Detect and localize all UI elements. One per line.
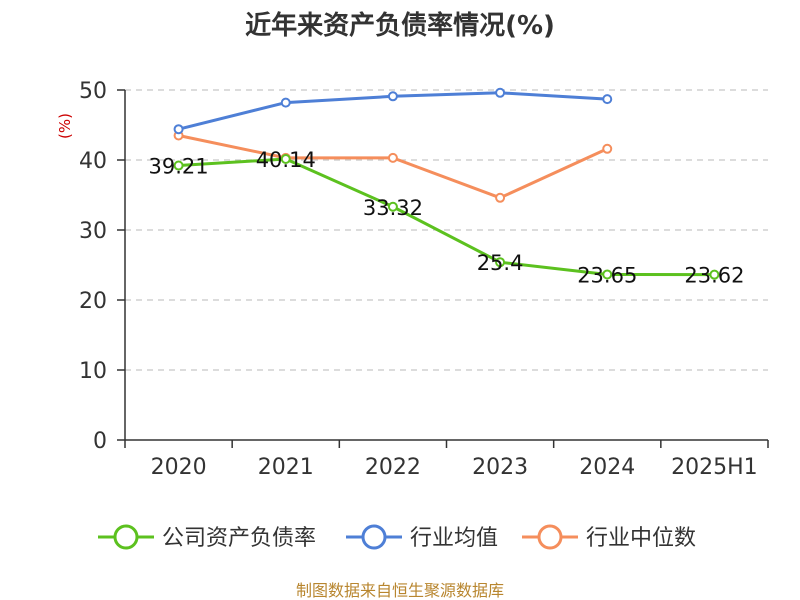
data-labels: 39.21 40.14 33.32 25.4 23.65 23.62 xyxy=(149,148,745,288)
data-point xyxy=(495,257,506,268)
y-tick-label: 0 xyxy=(93,429,107,454)
gridlines xyxy=(125,89,768,371)
data-point xyxy=(173,160,184,171)
series-line xyxy=(178,134,608,200)
y-tick-label: 30 xyxy=(79,219,107,244)
data-point xyxy=(602,269,613,280)
data-point xyxy=(387,152,398,163)
x-tick-label: 2022 xyxy=(365,455,421,480)
data-point xyxy=(280,154,291,165)
data-point xyxy=(387,91,398,102)
legend-item: 行业中位数 xyxy=(522,524,696,551)
y-tick-label: 10 xyxy=(79,359,107,384)
legend-label: 公司资产负债率 xyxy=(162,526,316,551)
data-point xyxy=(602,143,613,154)
series-1 xyxy=(173,87,613,135)
data-label: 40.14 xyxy=(256,148,316,172)
data-point xyxy=(495,192,506,203)
data-point xyxy=(173,124,184,135)
legend: 公司资产负债率 行业均值 行业中位数 xyxy=(98,524,696,551)
y-axis-label: (%) xyxy=(56,113,74,139)
data-point xyxy=(387,201,398,212)
x-tick-label: 2024 xyxy=(579,455,635,480)
data-label: 23.65 xyxy=(577,263,637,287)
data-point xyxy=(602,94,613,105)
series-0 xyxy=(173,154,720,280)
data-label: 23.62 xyxy=(684,264,744,288)
series-line xyxy=(178,157,715,277)
source-note: 制图数据来自恒生聚源数据库 xyxy=(296,581,504,600)
legend-label: 行业均值 xyxy=(410,526,498,551)
data-label: 39.21 xyxy=(149,155,209,179)
data-label: 25.4 xyxy=(477,251,524,275)
x-tick-label: 2023 xyxy=(472,455,528,480)
series-layer xyxy=(173,87,720,280)
x-tick-label: 2020 xyxy=(151,455,207,480)
legend-swatch-marker xyxy=(113,524,139,550)
legend-label: 行业中位数 xyxy=(586,526,696,551)
chart-title: 近年来资产负债率情况(%) xyxy=(245,10,555,41)
legend-swatch-marker xyxy=(361,524,387,550)
y-tick-label: 20 xyxy=(79,289,107,314)
series-2 xyxy=(173,130,613,203)
data-point xyxy=(709,269,720,280)
legend-item: 公司资产负债率 xyxy=(98,524,316,551)
x-tick-label: 2021 xyxy=(258,455,314,480)
x-tick-label: 2025H1 xyxy=(671,455,758,480)
y-tick-label: 40 xyxy=(79,149,107,174)
data-point xyxy=(280,97,291,108)
axes: 0 10 20 30 40 50 2020 2021 2022 2023 2024 2025H1 xyxy=(79,79,769,480)
legend-swatch-marker xyxy=(537,524,563,550)
y-tick-label: 50 xyxy=(79,79,107,104)
legend-item: 行业均值 xyxy=(346,524,498,551)
data-label: 33.32 xyxy=(363,196,423,220)
data-point xyxy=(495,87,506,98)
